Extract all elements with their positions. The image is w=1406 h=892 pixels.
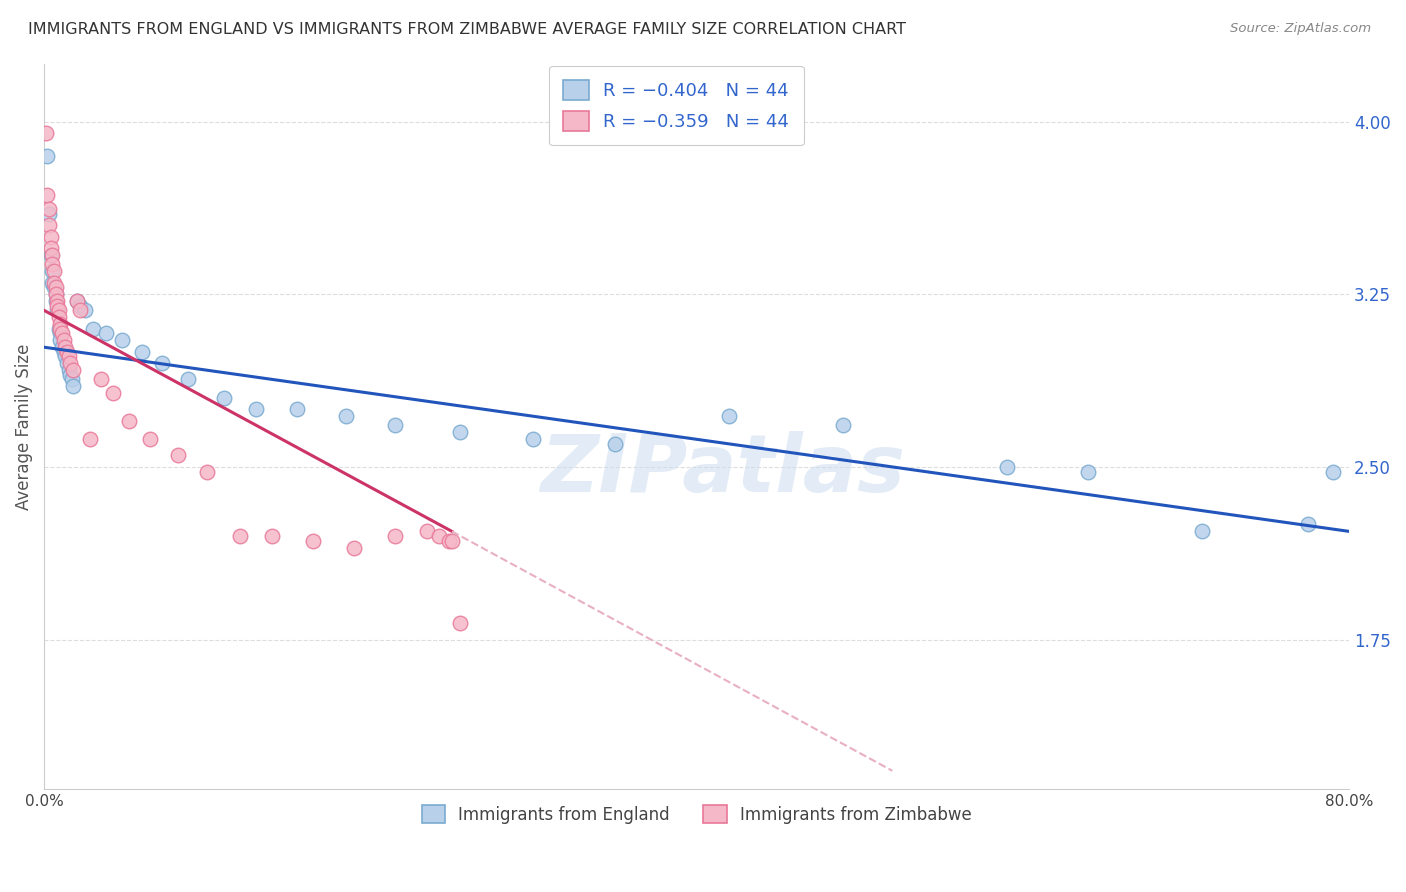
- Point: [111, 334, 134, 348]
- Point: [1298, 517, 1320, 532]
- Point: [229, 529, 252, 543]
- Point: [73, 303, 96, 318]
- Point: [58, 363, 80, 377]
- Point: [90, 372, 112, 386]
- Point: [603, 437, 626, 451]
- Point: [46, 303, 69, 318]
- Point: [384, 418, 406, 433]
- Point: [44, 287, 66, 301]
- Point: [38, 202, 60, 216]
- Y-axis label: Average Family Size: Average Family Size: [15, 343, 32, 510]
- Point: [41, 276, 63, 290]
- Point: [66, 294, 89, 309]
- Point: [39, 248, 62, 262]
- Point: [58, 350, 80, 364]
- Point: [335, 409, 357, 424]
- Point: [39, 241, 62, 255]
- Point: [302, 533, 325, 548]
- Point: [427, 529, 450, 543]
- Legend: Immigrants from England, Immigrants from Zimbabwe: Immigrants from England, Immigrants from…: [411, 793, 983, 835]
- Point: [832, 418, 855, 433]
- Point: [37, 188, 59, 202]
- Point: [1077, 465, 1099, 479]
- Point: [384, 529, 406, 543]
- Point: [44, 280, 66, 294]
- Point: [1322, 465, 1344, 479]
- Point: [49, 317, 72, 331]
- Point: [49, 326, 72, 341]
- Point: [42, 264, 65, 278]
- Point: [522, 432, 544, 446]
- Point: [41, 264, 63, 278]
- Point: [48, 322, 70, 336]
- Point: [212, 391, 235, 405]
- Point: [59, 356, 82, 370]
- Point: [59, 368, 82, 382]
- Point: [167, 449, 190, 463]
- Point: [62, 363, 84, 377]
- Point: [995, 459, 1018, 474]
- Point: [69, 303, 91, 318]
- Point: [139, 432, 162, 446]
- Point: [285, 402, 308, 417]
- Point: [42, 280, 65, 294]
- Point: [416, 524, 439, 539]
- Point: [46, 299, 69, 313]
- Point: [35, 126, 58, 140]
- Point: [44, 294, 66, 309]
- Point: [150, 356, 173, 370]
- Point: [41, 257, 63, 271]
- Point: [56, 356, 79, 370]
- Point: [48, 303, 70, 318]
- Point: [245, 402, 267, 417]
- Point: [131, 344, 153, 359]
- Text: Source: ZipAtlas.com: Source: ZipAtlas.com: [1230, 22, 1371, 36]
- Point: [53, 350, 76, 364]
- Point: [52, 334, 75, 348]
- Point: [37, 149, 59, 163]
- Point: [51, 326, 73, 341]
- Point: [41, 248, 63, 262]
- Point: [437, 533, 460, 548]
- Point: [56, 344, 79, 359]
- Point: [48, 310, 70, 325]
- Text: ZIPatlas: ZIPatlas: [540, 431, 905, 509]
- Point: [79, 432, 101, 446]
- Point: [42, 276, 65, 290]
- Point: [449, 616, 471, 631]
- Point: [118, 414, 141, 428]
- Point: [440, 533, 463, 548]
- Point: [69, 299, 91, 313]
- Point: [52, 344, 75, 359]
- Point: [51, 340, 73, 354]
- Point: [60, 372, 83, 386]
- Point: [46, 294, 69, 309]
- Point: [44, 287, 66, 301]
- Point: [66, 294, 89, 309]
- Point: [449, 425, 471, 440]
- Point: [101, 386, 124, 401]
- Point: [49, 322, 72, 336]
- Text: IMMIGRANTS FROM ENGLAND VS IMMIGRANTS FROM ZIMBABWE AVERAGE FAMILY SIZE CORRELAT: IMMIGRANTS FROM ENGLAND VS IMMIGRANTS FR…: [28, 22, 905, 37]
- Point: [62, 379, 84, 393]
- Point: [176, 372, 198, 386]
- Point: [718, 409, 741, 424]
- Point: [39, 229, 62, 244]
- Point: [38, 207, 60, 221]
- Point: [1191, 524, 1213, 539]
- Point: [195, 465, 218, 479]
- Point: [53, 340, 76, 354]
- Point: [343, 541, 366, 555]
- Point: [94, 326, 117, 341]
- Point: [49, 334, 72, 348]
- Point: [38, 218, 60, 232]
- Point: [82, 322, 104, 336]
- Point: [262, 529, 284, 543]
